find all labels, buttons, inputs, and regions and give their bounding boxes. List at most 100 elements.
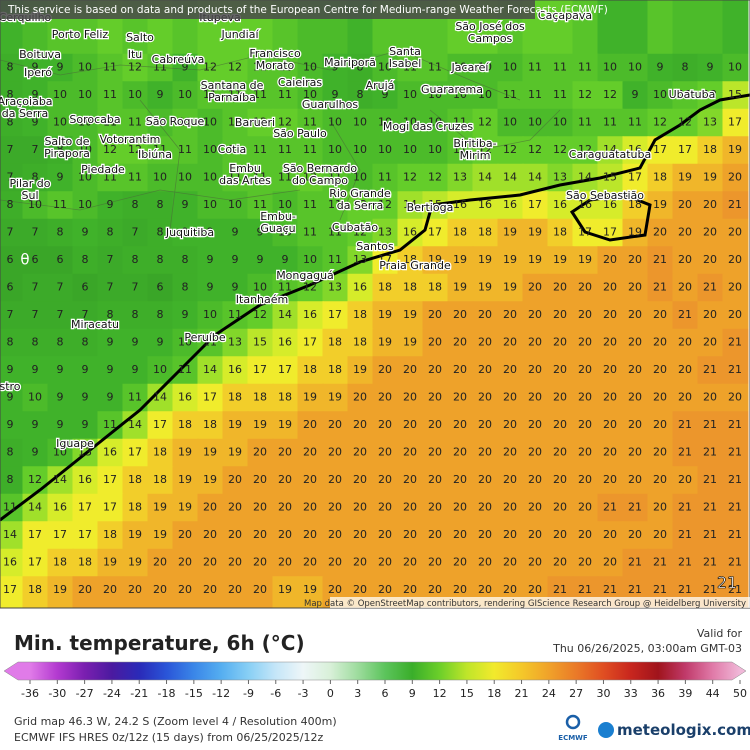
temp-cell	[697, 108, 724, 138]
temp-cell	[122, 438, 149, 468]
temp-cell	[72, 53, 99, 83]
temp-cell	[622, 356, 649, 385]
temp-cell	[372, 411, 399, 440]
grid-value: 11	[303, 226, 317, 239]
temp-cell	[322, 383, 349, 413]
temp-cell	[297, 493, 324, 523]
grid-value: 20	[603, 253, 617, 266]
grid-value: 18	[478, 226, 492, 239]
grid-value: 20	[728, 171, 742, 184]
grid-value: 10	[503, 61, 517, 74]
grid-value: 17	[528, 198, 542, 211]
grid-value: 19	[503, 253, 517, 266]
temp-cell	[172, 328, 199, 358]
grid-value: 20	[403, 473, 417, 486]
temp-cell	[297, 356, 324, 385]
temp-cell	[247, 53, 274, 83]
grid-value: 20	[628, 336, 642, 349]
temp-cell	[522, 466, 549, 495]
temp-cell	[597, 521, 624, 550]
grid-value: 20	[153, 583, 167, 596]
temp-cell	[247, 328, 274, 358]
grid-value: 8	[157, 253, 164, 266]
grid-value: 20	[328, 501, 342, 514]
grid-value: 14	[3, 528, 17, 541]
grid-value: 10	[278, 198, 292, 211]
grid-value: 18	[128, 473, 142, 486]
temp-cell	[147, 576, 174, 608]
temp-cell	[597, 136, 624, 165]
temp-cell	[522, 218, 549, 248]
grid-value: 21	[703, 501, 717, 514]
place-line: São Roque	[146, 115, 205, 128]
grid-value: 11	[553, 88, 567, 101]
legend-tick-label: 36	[651, 687, 665, 700]
temp-cell	[597, 246, 624, 275]
grid-value: 19	[553, 253, 567, 266]
marker: θ	[20, 251, 29, 269]
temp-cell	[447, 493, 474, 523]
grid-value: 9	[132, 336, 139, 349]
grid-value: 8	[157, 198, 164, 211]
temp-cell	[147, 136, 174, 165]
temp-cell	[472, 53, 499, 83]
temp-cell	[47, 301, 74, 330]
grid-value: 19	[328, 391, 342, 404]
place-line: Mongaguá	[276, 269, 334, 282]
grid-value: 20	[678, 253, 692, 266]
grid-value: 20	[303, 528, 317, 541]
place-line: Praia Grande	[379, 259, 451, 272]
temp-cell	[122, 356, 149, 385]
temp-cell	[397, 356, 424, 385]
temp-cell	[272, 356, 299, 385]
place-label: Barueri	[235, 116, 275, 129]
temp-cell	[122, 466, 149, 495]
grid-value: 8	[357, 61, 364, 74]
grid-value: 10	[203, 143, 217, 156]
grid-value: 18	[253, 391, 267, 404]
grid-value: 20	[528, 336, 542, 349]
place-label: Cabreúva	[152, 53, 205, 66]
temp-cell	[447, 521, 474, 550]
place-label: Biritiba-Mirim	[453, 137, 496, 162]
temp-cell	[497, 53, 524, 83]
temp-cell	[222, 273, 249, 303]
grid-value: 10	[278, 226, 292, 239]
temp-cell	[447, 163, 474, 193]
grid-value: 9	[157, 88, 164, 101]
temp-cell	[647, 411, 674, 440]
brand-logo	[598, 722, 614, 738]
grid-value: 21	[703, 281, 717, 294]
temp-cell	[722, 438, 749, 468]
temp-cell	[497, 438, 524, 468]
grid-value: 20	[253, 528, 267, 541]
temp-cell	[622, 493, 649, 523]
temp-cell	[597, 383, 624, 413]
temp-cell	[322, 81, 349, 110]
grid-value: 11	[203, 336, 217, 349]
temp-cell	[697, 466, 724, 495]
temp-cell	[522, 411, 549, 440]
grid-value: 18	[553, 226, 567, 239]
temp-cell	[472, 108, 499, 138]
temp-cell	[647, 246, 674, 275]
temp-cell	[147, 273, 174, 303]
temp-cell	[547, 246, 574, 275]
grid-value: 20	[628, 363, 642, 376]
grid-value: 12	[603, 88, 617, 101]
place-line: Pilar do	[10, 177, 51, 190]
grid-value: 21	[703, 528, 717, 541]
grid-value: 6	[57, 253, 64, 266]
temp-cell	[572, 81, 599, 110]
temp-cell	[147, 521, 174, 550]
grid-value: 11	[53, 198, 67, 211]
temp-cell	[297, 438, 324, 468]
grid-value: 11	[103, 88, 117, 101]
temp-cell	[322, 218, 349, 248]
grid-value: 20	[478, 583, 492, 596]
grid-value: 11	[403, 61, 417, 74]
grid-value: 20	[628, 281, 642, 294]
temp-cell	[122, 576, 149, 608]
temp-cell	[147, 191, 174, 220]
grid-value: 11	[103, 171, 117, 184]
